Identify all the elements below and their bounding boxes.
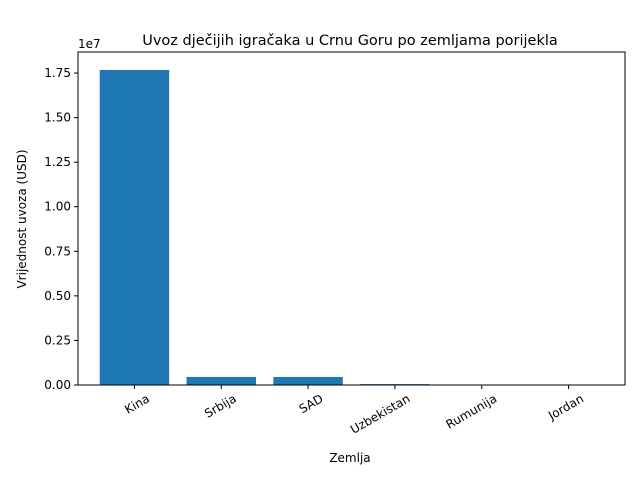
bar bbox=[187, 377, 256, 385]
y-tick-label: 1.75 bbox=[44, 66, 71, 80]
y-tick-label: 1.00 bbox=[44, 200, 71, 214]
y-tick-label: 0.50 bbox=[44, 289, 71, 303]
y-tick-label: 0.00 bbox=[44, 378, 71, 392]
x-tick-label: Uzbekistan bbox=[348, 391, 412, 436]
y-tick-label: 0.75 bbox=[44, 244, 71, 258]
x-tick-label: Jordan bbox=[545, 391, 586, 423]
bar bbox=[273, 377, 342, 385]
y-tick-label: 0.25 bbox=[44, 333, 71, 347]
bar bbox=[100, 70, 169, 385]
y-offset-label: 1e7 bbox=[78, 37, 101, 51]
y-axis-label: Vrijednost uvoza (USD) bbox=[15, 149, 29, 288]
y-tick-label: 1.25 bbox=[44, 155, 71, 169]
x-tick-label: Rumunija bbox=[443, 391, 499, 431]
x-tick-label: Kina bbox=[122, 391, 152, 416]
y-tick-label: 1.50 bbox=[44, 111, 71, 125]
chart-title: Uvoz dječijih igračaka u Crnu Goru po ze… bbox=[142, 33, 558, 49]
x-tick-label: SAD bbox=[297, 391, 326, 416]
x-tick-label: Srbija bbox=[202, 391, 239, 420]
x-axis-label: Zemlja bbox=[329, 451, 370, 465]
